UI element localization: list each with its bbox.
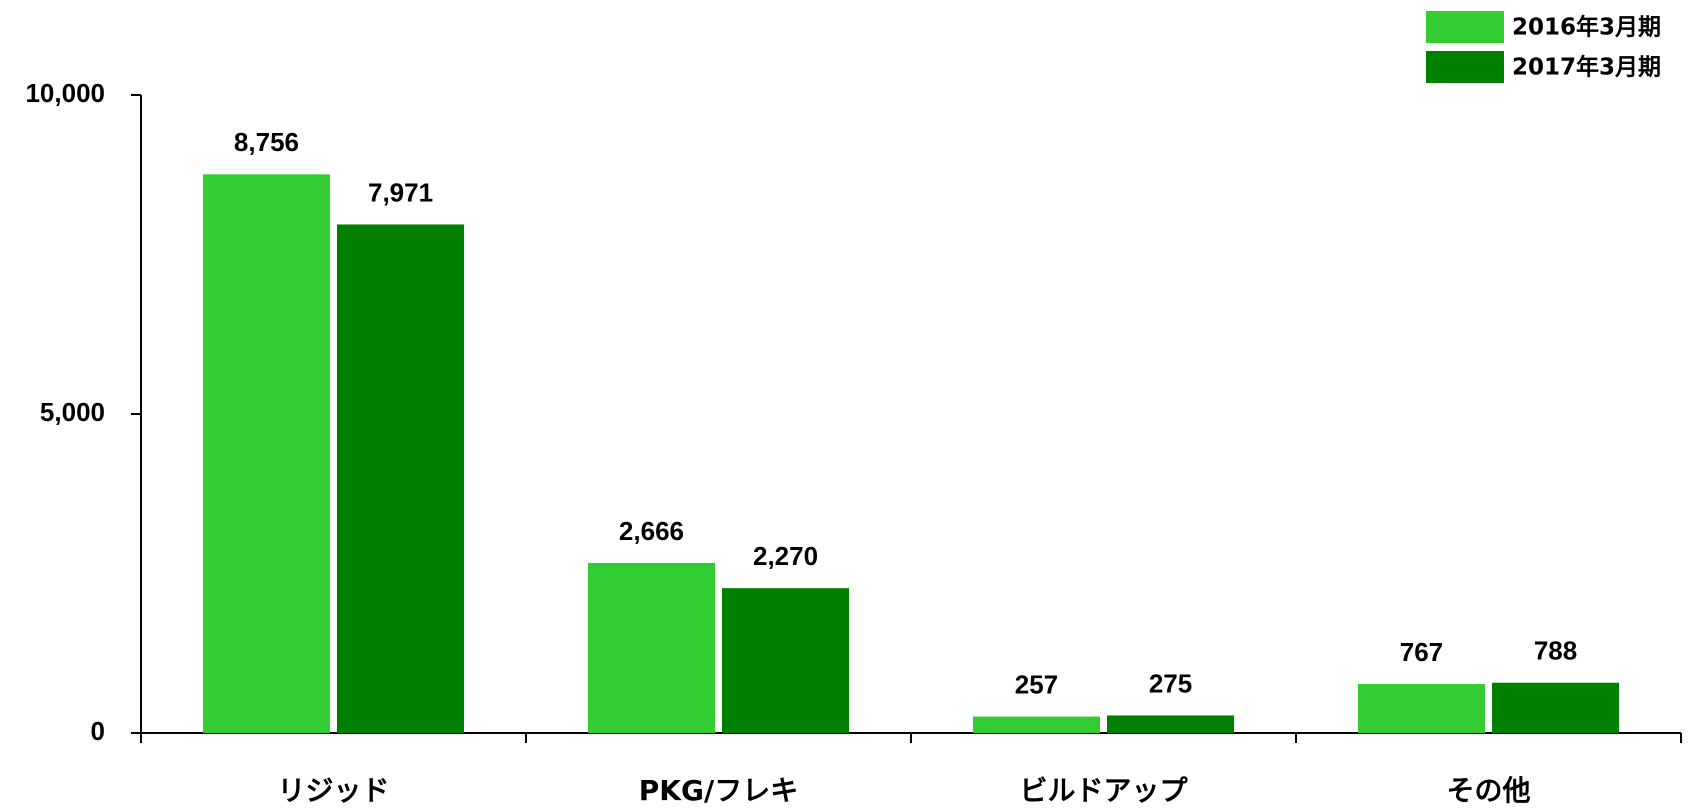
bar [1107, 715, 1235, 733]
value-label: 275 [1149, 668, 1192, 698]
value-label: 257 [1015, 669, 1058, 699]
value-label: 8,756 [234, 127, 299, 157]
y-tick-label: 10,000 [25, 78, 105, 108]
x-tick-label: リジッド [277, 774, 389, 807]
legend-swatch [1426, 11, 1504, 43]
y-tick-label: 5,000 [40, 397, 105, 427]
value-label: 767 [1400, 637, 1443, 667]
bar [722, 588, 850, 733]
legend-label: 2017年3月期 [1512, 54, 1661, 81]
x-tick-label: その他 [1446, 774, 1530, 807]
bar [1492, 682, 1620, 733]
value-label: 7,971 [368, 177, 433, 207]
x-tick-label: ビルドアップ [1019, 774, 1188, 807]
x-tick-label: PKG/フレキ [639, 774, 798, 807]
value-label: 2,666 [619, 516, 684, 546]
y-tick-label: 0 [91, 716, 105, 746]
bar [1357, 684, 1485, 733]
legend-swatch [1426, 51, 1504, 83]
bar [587, 562, 715, 733]
bar [202, 174, 330, 734]
value-label: 2,270 [753, 541, 818, 571]
bar [337, 224, 465, 733]
value-label: 788 [1534, 636, 1577, 666]
bar [972, 716, 1100, 733]
legend-label: 2016年3月期 [1512, 14, 1661, 41]
